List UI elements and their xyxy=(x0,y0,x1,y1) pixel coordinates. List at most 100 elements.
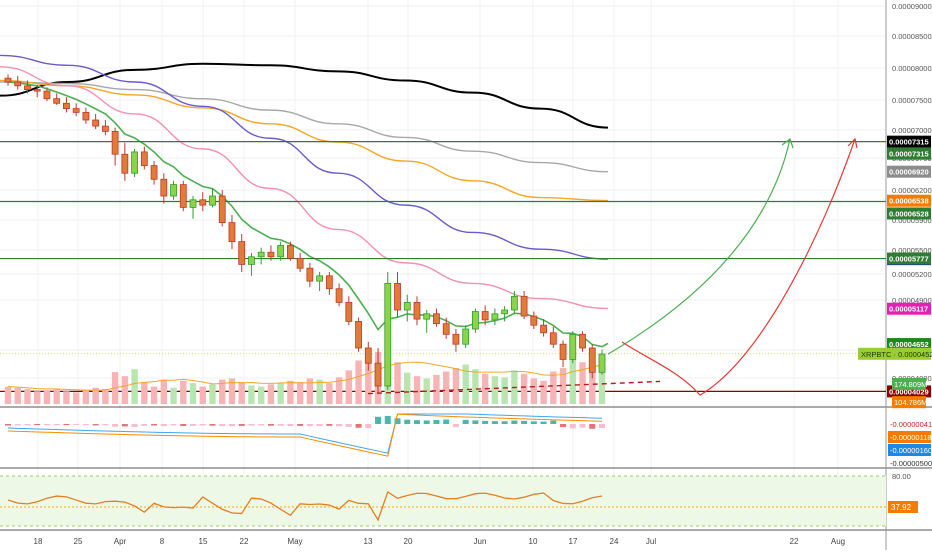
macd-histogram-bar xyxy=(199,424,206,426)
candle-body xyxy=(335,288,343,303)
candle-body xyxy=(228,222,236,243)
price-tick-label: 0.00005900 xyxy=(892,216,932,225)
ma-line xyxy=(0,62,609,129)
macd-histogram-bar xyxy=(112,424,119,427)
ema-line xyxy=(7,81,609,348)
macd-histogram-bar xyxy=(326,424,333,426)
time-tick-label: 20 xyxy=(404,537,413,546)
candle-body xyxy=(355,320,362,349)
candle-body xyxy=(82,112,90,121)
price-badge-bg xyxy=(887,338,931,351)
price-badge-bg xyxy=(887,135,931,148)
volume-bar xyxy=(24,388,31,404)
candle-body xyxy=(530,315,538,326)
volume-bar xyxy=(102,388,109,404)
macd-histogram-bar xyxy=(267,424,274,426)
volume-badge: 174.809M xyxy=(894,380,927,389)
macd-histogram-bar xyxy=(121,424,128,427)
time-tick-label: 15 xyxy=(199,537,208,546)
level-badge: 0.00006528 xyxy=(889,209,929,218)
price-badge: 0.00005117 xyxy=(889,305,928,314)
rsi-line xyxy=(7,491,603,522)
time-tick-label: 8 xyxy=(160,537,165,546)
volume-bar xyxy=(53,389,60,404)
macd-histogram-bar xyxy=(394,418,401,424)
time-tick-label: 18 xyxy=(34,537,43,546)
candle-body xyxy=(43,90,51,100)
candle-body xyxy=(462,328,470,345)
forecast-green-path xyxy=(607,138,791,355)
macd-histogram-bar xyxy=(599,424,605,429)
volume-bar xyxy=(316,379,323,404)
candle-body xyxy=(121,153,129,174)
price-tick-label: 0.00007500 xyxy=(892,96,932,105)
volume-bar xyxy=(355,360,362,404)
volume-bar xyxy=(598,356,606,404)
rsi-pane xyxy=(0,475,886,527)
volume-bar xyxy=(160,379,168,404)
volume-bar xyxy=(121,376,129,404)
candle-body xyxy=(238,241,246,265)
macd-histogram-bar xyxy=(345,424,352,427)
macd-badge-bg xyxy=(888,444,931,456)
volume-bar xyxy=(34,391,41,404)
candle-body xyxy=(510,295,518,311)
rsi-band xyxy=(0,476,886,526)
candle-body xyxy=(325,275,333,290)
price-tick-label: 0.00009000 xyxy=(892,2,932,11)
macd-histogram-bar xyxy=(170,424,177,426)
macd-histogram-bar xyxy=(384,416,391,424)
candle-body xyxy=(559,343,567,360)
volume-bar xyxy=(257,386,265,404)
macd-histogram-bar xyxy=(443,419,450,424)
volume-bar xyxy=(43,390,51,404)
macd-histogram-bar xyxy=(92,424,99,426)
volume-bar xyxy=(335,377,343,404)
candle-body xyxy=(277,244,285,258)
time-tick-label: 10 xyxy=(529,537,538,546)
volume-bar xyxy=(199,386,206,404)
candle-body xyxy=(140,151,148,166)
candle-body xyxy=(374,362,382,387)
macd-histogram-bar xyxy=(287,424,294,426)
candle-body xyxy=(286,244,294,259)
macd-histogram-bar xyxy=(569,424,576,429)
candle-body xyxy=(170,184,177,197)
volume-bar xyxy=(267,384,275,404)
candle-body xyxy=(413,301,421,320)
candles xyxy=(4,74,606,394)
candle-body xyxy=(569,333,577,360)
candle-body xyxy=(199,199,207,206)
macd-histogram-bar xyxy=(238,424,245,426)
price-badge: 0.00004029 xyxy=(889,387,929,396)
macd-histogram-bar xyxy=(560,424,567,428)
volume-bar xyxy=(442,371,450,404)
forecast-green-arrowhead xyxy=(781,138,794,149)
rsi-badge-bg xyxy=(888,501,918,513)
candle-body xyxy=(33,89,41,92)
volume-bar xyxy=(345,370,353,404)
macd-histogram-bar xyxy=(491,421,498,424)
rsi-tick-label: 80.00 xyxy=(892,472,911,481)
ma-line xyxy=(0,54,609,260)
macd-signal-line xyxy=(7,413,603,457)
candle-body xyxy=(540,324,547,334)
macd-histogram-bar xyxy=(404,419,411,424)
volume-bar xyxy=(550,371,557,404)
volume-bar xyxy=(209,384,216,404)
macd-pane xyxy=(5,413,605,457)
price-badge-bg xyxy=(887,194,931,207)
price-badge: 0.00004652 xyxy=(889,340,929,349)
price-axis: 0.00009000 0.00008500 0.00008000 0.00007500… xyxy=(858,2,932,513)
time-axis: 18 25 Apr 8 15 22 May 13 20 Jun 10 17 24 Jul 22 Aug xyxy=(34,537,846,546)
volume-bar xyxy=(228,378,236,404)
volume-badge-bg xyxy=(892,377,926,390)
volume-bar xyxy=(150,386,158,404)
volume-bar xyxy=(491,376,499,404)
current-price-badge: XRPBTC · 0.00004524 xyxy=(861,350,932,359)
macd-histogram-bar xyxy=(472,420,479,424)
candle-body xyxy=(364,347,372,364)
volume-bar xyxy=(180,380,187,404)
